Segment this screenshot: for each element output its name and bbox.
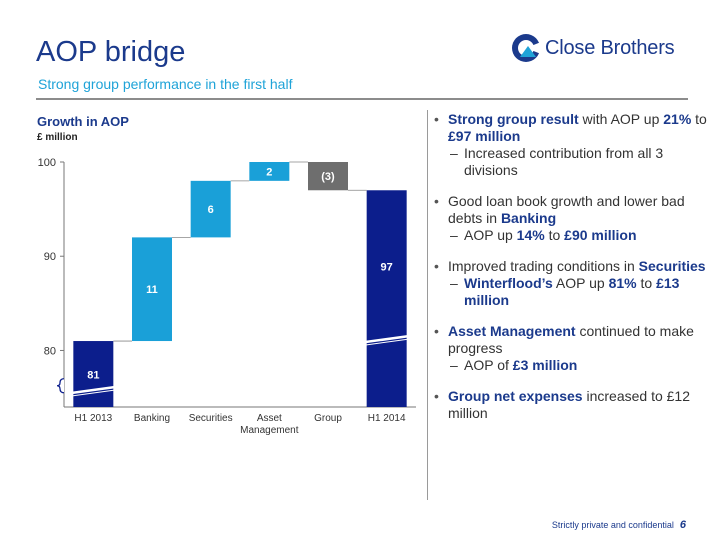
bullet-item: Strong group result with AOP up 21% to £… <box>432 111 712 145</box>
chart-unit-label: £ million <box>37 132 78 143</box>
axis-break-bracket <box>56 378 65 394</box>
x-tick-label: H1 2013 <box>74 413 112 424</box>
bullet-text: Strong group result <box>448 111 579 127</box>
page-number: 6 <box>679 519 686 531</box>
bullet-text: with AOP up <box>578 111 664 127</box>
header-rule <box>36 98 688 100</box>
y-tick-label: 90 <box>44 251 56 263</box>
x-tick-label: H1 2014 <box>368 413 406 424</box>
y-tick-label: 100 <box>38 157 56 169</box>
bullet-text: AOP up <box>464 227 517 243</box>
bullet-text: continued to make progress <box>448 323 694 356</box>
bullet-item: Asset Management continued to make progr… <box>432 323 712 357</box>
company-logo: Close Brothers <box>511 33 675 63</box>
axis-break-mark <box>71 385 116 395</box>
x-tick-label: Group <box>314 413 342 424</box>
x-tick-label: Management <box>240 425 299 436</box>
bullet-text: Banking <box>500 210 557 226</box>
bullet-text: £90 million <box>564 227 637 243</box>
bar <box>249 162 290 181</box>
bullet-text: Good loan book growth and lower bad debt… <box>448 193 685 226</box>
column-divider <box>427 110 428 500</box>
sub-bullet-item: AOP up 14% to £90 million <box>432 227 712 244</box>
bullet-text: to <box>691 111 707 127</box>
sub-bullet-item: Winterflood’s AOP up 81% to £13 million <box>432 275 712 309</box>
data-label: 97 <box>381 261 393 273</box>
data-label: (3) <box>321 171 335 183</box>
page-subtitle: Strong group performance in the first ha… <box>38 76 293 92</box>
data-label: 2 <box>266 166 272 178</box>
bullet-text: 81% <box>608 275 637 291</box>
bullet-text: Increased contribution from all 3 divisi… <box>464 145 664 178</box>
bullet-text: Group net expenses <box>448 388 583 404</box>
bullet-gap <box>432 179 712 193</box>
bullet-text: 21% <box>663 111 692 127</box>
bullet-text: Asset Management <box>448 323 576 339</box>
bullet-text: 14% <box>516 227 545 243</box>
bullet-text: Securities <box>638 258 706 274</box>
axis-break-mark <box>364 338 409 346</box>
x-tick-label: Asset <box>257 413 282 424</box>
axis-break-mark <box>364 334 409 344</box>
bar <box>190 180 231 238</box>
x-tick-label: Banking <box>134 413 170 424</box>
chart-title: Growth in AOP <box>37 114 129 129</box>
bullet-text: Winterflood’s <box>464 275 553 291</box>
data-label: 6 <box>208 204 214 216</box>
data-label: 81 <box>87 370 99 382</box>
sub-bullet-item: Increased contribution from all 3 divisi… <box>432 145 712 179</box>
footer: Strictly private and confidential 6 <box>552 519 686 531</box>
bullet-text: to <box>636 275 657 291</box>
logo-text: Close Brothers <box>545 36 675 59</box>
page-title: AOP bridge <box>36 36 186 68</box>
waterfall-chart: 80 90 100 81 H1 2013 11 Banking 6 Securities 2 Ass… <box>38 157 416 436</box>
bullet-gap <box>432 244 712 258</box>
bullet-text: £3 million <box>512 357 578 373</box>
bullet-gap <box>432 374 712 388</box>
confidential-note: Strictly private and confidential <box>551 520 674 530</box>
bullet-text: £97 million <box>448 128 521 144</box>
logo-mark-icon <box>512 34 541 62</box>
x-tick-label: Securities <box>189 413 233 424</box>
bullet-text: increased to £12 million <box>448 388 690 421</box>
bar <box>132 237 172 342</box>
bar <box>308 162 348 191</box>
sub-bullet-item: AOP of £3 million <box>432 357 712 374</box>
bullet-text: Improved trading conditions in <box>448 258 639 274</box>
bullet-item: Good loan book growth and lower bad debt… <box>432 193 712 227</box>
bullet-item: Improved trading conditions in Securitie… <box>432 258 712 275</box>
bullet-text: AOP up <box>552 275 609 291</box>
bullet-text: AOP of <box>464 357 513 373</box>
bullet-text: £13 million <box>464 275 680 308</box>
bullet-text: to <box>544 227 565 243</box>
bullet-list: Strong group result with AOP up 21% to £… <box>432 111 712 422</box>
bar <box>73 341 114 407</box>
bullet-gap <box>432 309 712 323</box>
bullet-item: Group net expenses increased to £12 mill… <box>432 388 712 422</box>
axis-break-mark <box>71 389 116 397</box>
data-label: 11 <box>146 284 158 296</box>
y-tick-label: 80 <box>44 345 56 357</box>
bar <box>366 190 407 407</box>
